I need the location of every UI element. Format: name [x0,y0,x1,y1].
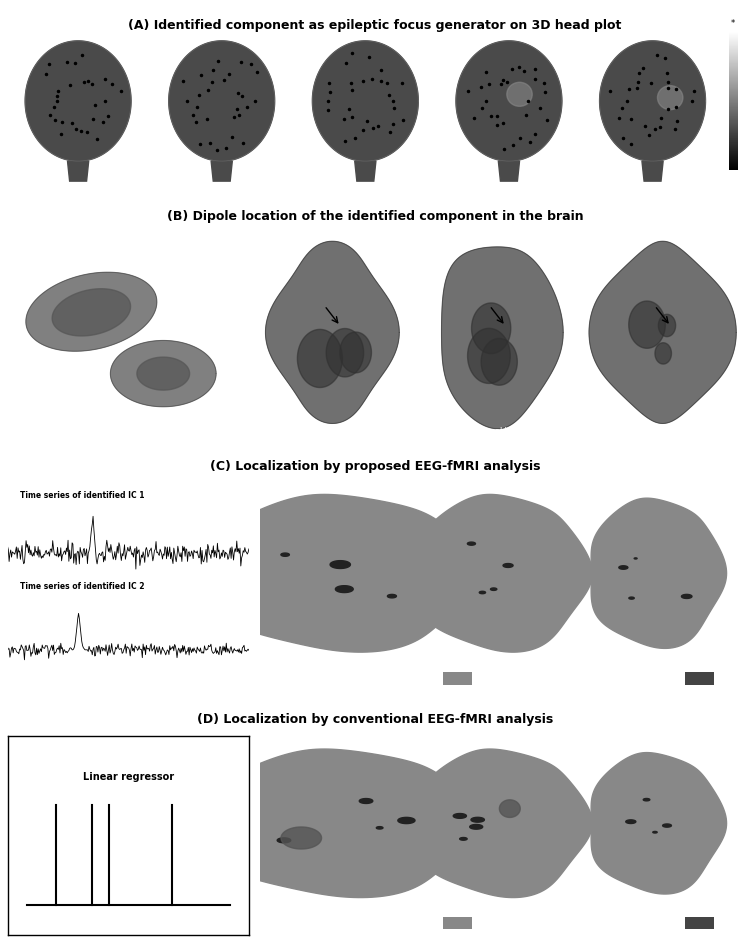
Polygon shape [110,341,216,407]
Polygon shape [500,800,520,818]
Polygon shape [419,749,592,898]
Polygon shape [137,357,190,390]
Polygon shape [644,799,650,801]
Polygon shape [26,41,131,161]
Bar [685,672,713,685]
Text: R: R [410,742,417,751]
Text: Axial View: Axial View [310,427,354,435]
Polygon shape [68,161,88,181]
Polygon shape [266,242,399,423]
Polygon shape [467,329,510,383]
Polygon shape [591,752,727,894]
Text: L: L [433,742,439,751]
Polygon shape [498,161,520,181]
Text: Sagittal View: Sagittal View [635,427,690,435]
Text: 4.5: 4.5 [477,918,488,923]
Polygon shape [479,591,485,594]
Polygon shape [359,799,373,803]
Text: Deactivation t  -3.1: Deactivation t -3.1 [511,673,578,680]
Bar [443,672,472,685]
Polygon shape [467,542,476,546]
Text: Linear regressor: Linear regressor [82,771,174,782]
Circle shape [507,82,532,107]
Polygon shape [330,561,350,568]
Polygon shape [298,329,343,387]
Text: Time series of identified IC 1: Time series of identified IC 1 [20,491,144,500]
Polygon shape [26,273,157,351]
Polygon shape [682,595,692,598]
Text: 3D View: 3D View [110,427,145,435]
Text: R: R [410,487,417,497]
Text: -4.5: -4.5 [718,918,732,923]
Polygon shape [398,818,415,823]
Polygon shape [591,498,727,649]
Polygon shape [655,343,671,364]
Polygon shape [663,824,671,827]
Text: *: * [731,19,735,28]
Polygon shape [442,247,563,429]
Text: Coronal View: Coronal View [470,427,525,435]
Polygon shape [169,41,274,161]
Polygon shape [642,161,663,181]
Polygon shape [213,749,484,898]
Polygon shape [419,495,592,652]
Polygon shape [281,553,290,556]
Polygon shape [335,585,353,593]
Polygon shape [481,339,518,385]
Text: Time series of identified IC 2: Time series of identified IC 2 [20,582,144,591]
Polygon shape [599,41,706,161]
Polygon shape [460,837,467,840]
Circle shape [658,86,683,110]
Polygon shape [626,819,636,823]
Text: Activation  t 3.1: Activation t 3.1 [269,918,326,923]
Text: Activation  t 3.1: Activation t 3.1 [269,673,326,680]
Text: -4.5: -4.5 [718,673,732,680]
Polygon shape [490,588,496,590]
Bar [443,917,472,929]
Text: L: L [433,487,439,497]
Polygon shape [471,818,484,822]
Polygon shape [211,161,232,181]
Text: L: L [265,742,271,751]
Bar [685,917,713,929]
Polygon shape [590,242,736,423]
Text: R: R [559,487,566,497]
Text: L: L [265,487,271,497]
Polygon shape [278,838,291,843]
Text: 4.5: 4.5 [477,673,488,680]
Polygon shape [634,558,637,559]
Polygon shape [470,824,483,829]
Polygon shape [53,289,130,336]
Text: (D) Localization by conventional EEG-fMRI analysis: (D) Localization by conventional EEG-fMR… [196,713,553,726]
Polygon shape [376,827,383,829]
Polygon shape [658,314,676,337]
Polygon shape [628,301,665,348]
Polygon shape [281,827,322,849]
Polygon shape [472,303,511,354]
Polygon shape [456,41,562,161]
Polygon shape [213,495,484,652]
Polygon shape [313,41,419,161]
Text: (A) Identified component as epileptic focus generator on 3D head plot: (A) Identified component as epileptic fo… [128,20,622,32]
Polygon shape [326,329,364,377]
Polygon shape [619,565,628,569]
Polygon shape [628,598,634,599]
Polygon shape [340,332,371,373]
Polygon shape [355,161,376,181]
Text: (C) Localization by proposed EEG-fMRI analysis: (C) Localization by proposed EEG-fMRI an… [210,460,540,473]
Polygon shape [652,832,657,833]
Text: (B) Dipole location of the identified component in the brain: (B) Dipole location of the identified co… [166,210,584,223]
Polygon shape [388,595,397,598]
Polygon shape [503,564,513,567]
Text: R: R [559,742,566,751]
Text: Deactivation t  -3.1: Deactivation t -3.1 [511,918,578,923]
Polygon shape [453,814,466,818]
